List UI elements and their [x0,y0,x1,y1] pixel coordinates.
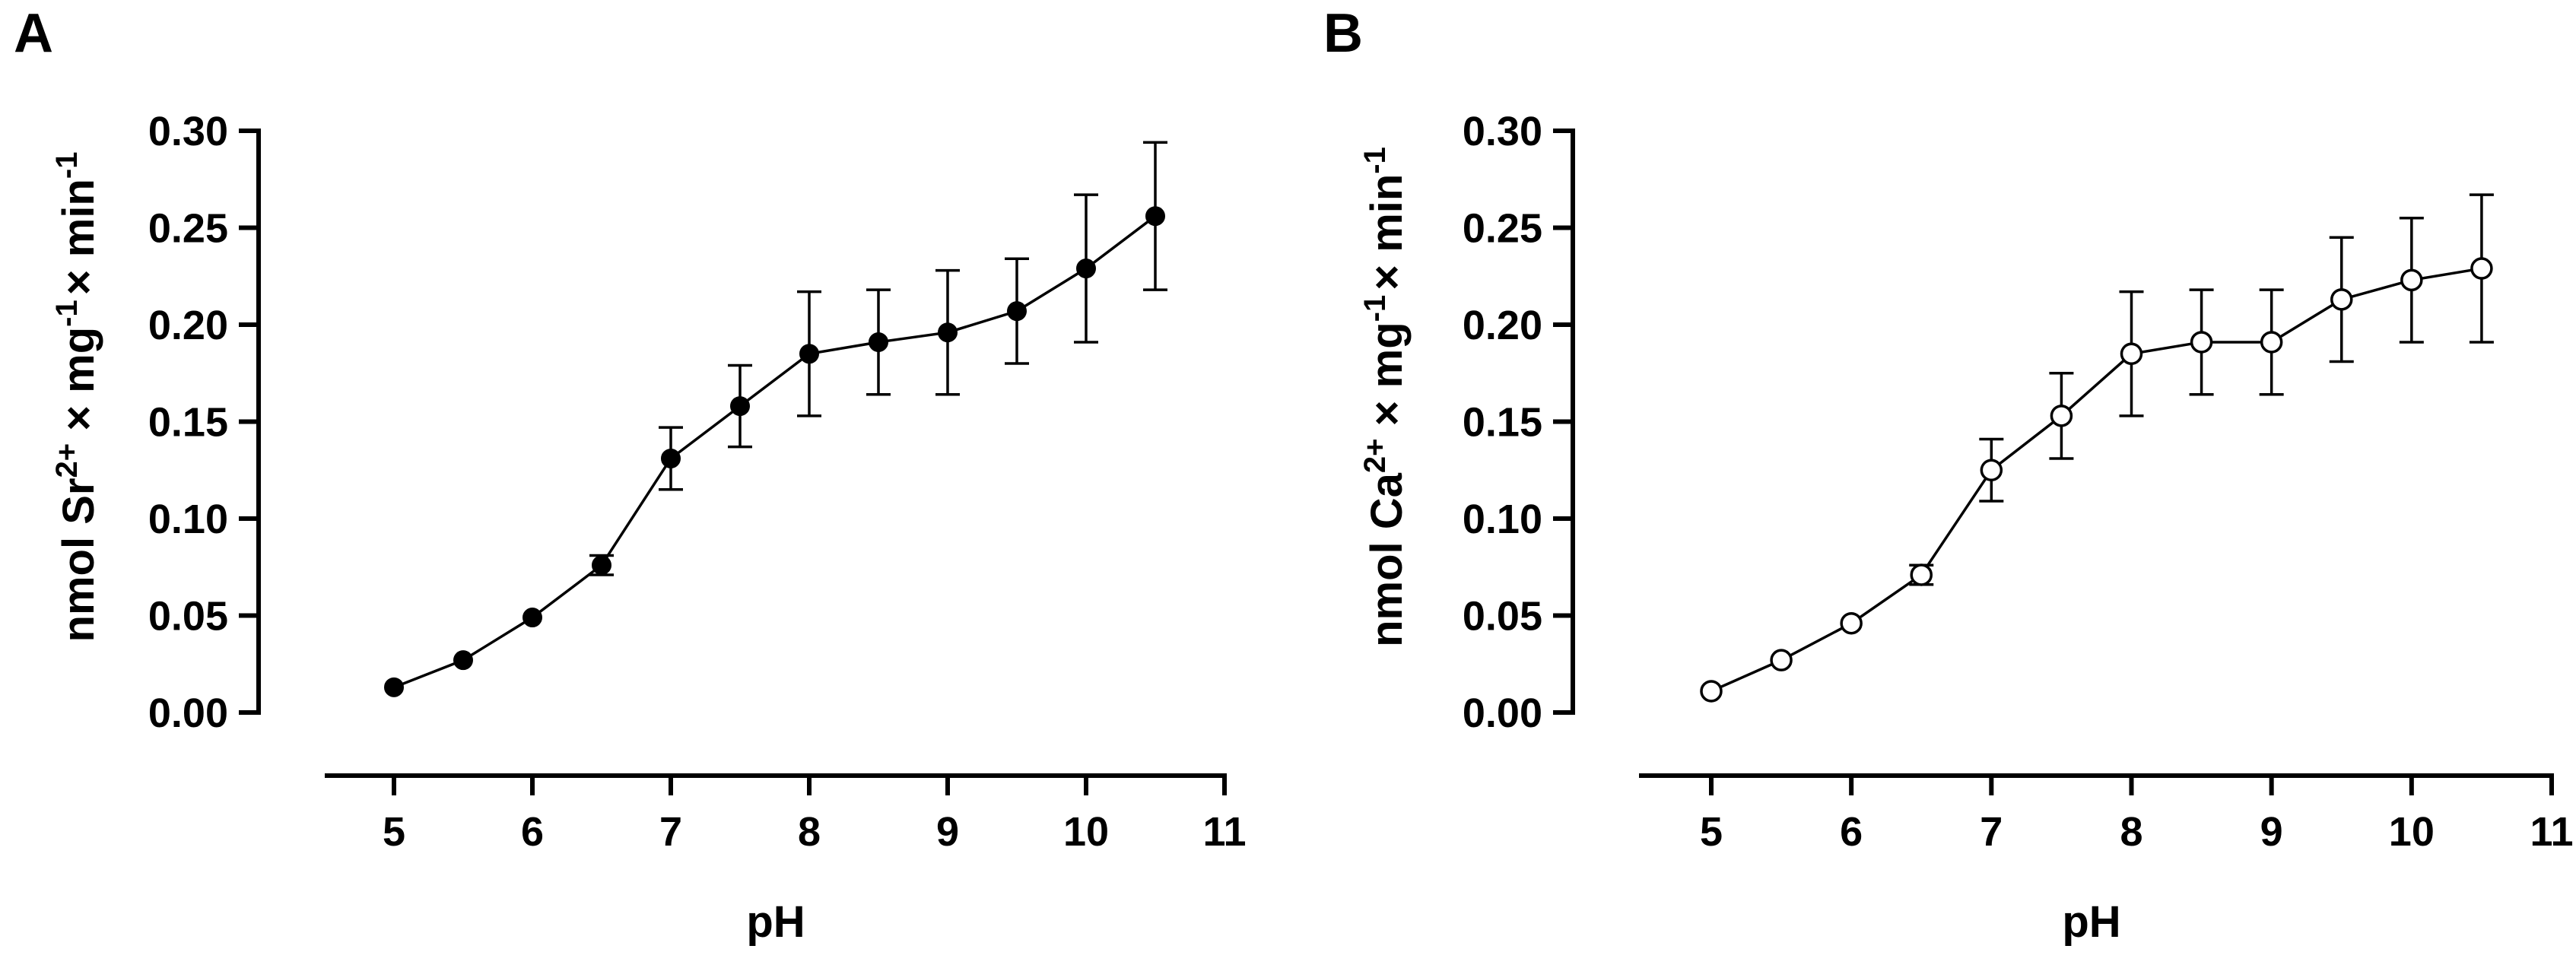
panel-a-x-tick-label: 11 [1202,809,1246,855]
panel-b-data-point [2470,257,2493,280]
panel-b-y-tick-label: 0.00 [1463,690,1542,736]
y-title-exp1: -1 [1358,295,1392,322]
y-title-exp2: -1 [1358,147,1392,174]
panel-b-data-point [2120,342,2143,365]
panel-b: B nmol Ca2+ × mg-1× min-1 pH 0.000.050.1… [1323,3,2574,947]
panel-a-x-tick-label: 6 [521,809,544,855]
y-title-ion-charge: 2+ [1358,438,1392,473]
panel-a-y-tick-label: 0.05 [148,594,228,640]
panel-a-y-tick-label: 0.15 [148,400,228,446]
panel-b-x-tick-label: 10 [2389,809,2435,855]
panel-a-y-tick-label: 0.30 [148,109,228,154]
panel-b-letter: B [1323,3,1363,64]
y-title-ion-charge: 2+ [50,443,84,478]
panel-a-data-point [1076,259,1096,279]
panel-b-x-tick-label: 9 [2260,809,2283,855]
panel-a-y-tick-label: 0.20 [148,303,228,348]
panel-b-y-tick-label: 0.15 [1463,400,1542,446]
y-title-prefix: nmol Ca [1362,472,1412,647]
panel-a-data-point [799,344,819,364]
panel-b-data-point [1980,459,2003,481]
panel-b-y-tick-label: 0.25 [1463,206,1542,252]
panel-a-data-point [523,608,542,628]
panel-a-data-point [869,332,888,352]
panel-b-data-point [1770,649,1793,671]
panel-a-data-point [592,555,611,576]
panel-b-y-tick-label: 0.05 [1463,594,1542,640]
panel-a-letter: A [14,3,53,64]
panel-b-data-point [1840,611,1863,635]
panel-a-x-tick-label: 5 [383,809,405,855]
panel-a-y-tick-label: 0.00 [148,690,228,736]
panel-b-series-line [1710,267,2482,693]
panel-b-x-tick-label: 8 [2120,809,2142,855]
panel-b-data-point [2190,331,2213,354]
y-title-mid: × mg [1362,322,1412,438]
panel-a-x-axis-title: pH [746,897,805,947]
panel-a-y-axis-title: nmol Sr2+ × mg-1× min-1 [50,152,103,643]
panel-a-y-tick-label: 0.10 [148,497,228,542]
panel-a-x-tick-label: 8 [798,809,821,855]
panel-a-data-point [938,322,958,343]
panel-b-y-tick-label: 0.30 [1463,109,1542,154]
panel-a-x-tick-label: 7 [659,809,682,855]
panel-a-data-point [1145,206,1165,227]
panel-b-data-point [1700,680,1723,703]
y-title-end: × min [54,179,103,295]
panel-a-x-tick-label: 10 [1063,809,1109,855]
panel-b-x-tick-label: 5 [1700,809,1723,855]
panel-a-data-point [661,448,681,468]
panel-a-y-tick-label: 0.25 [148,206,228,252]
panel-a-data-point [384,677,404,697]
y-title-exp2: -1 [50,152,84,179]
panel-b-x-tick-label: 11 [2530,809,2573,855]
panel-b-data-point [2260,331,2283,354]
panel-a-x-tick-label: 9 [936,809,959,855]
panel-b-data-point [2330,288,2353,311]
panel-b-data-point [2400,268,2423,292]
panel-a-data-point [730,396,750,417]
panel-a-data-point [453,650,473,671]
panel-b-y-tick-label: 0.20 [1463,303,1542,348]
panel-a-series-line [393,214,1157,689]
panel-b-x-tick-label: 7 [1980,809,2003,855]
panel-b-data-point [2050,405,2073,427]
y-title-prefix: nmol Sr [54,478,103,643]
panel-b-y-tick-label: 0.10 [1463,497,1542,542]
panel-a-data-point [1007,301,1027,322]
y-title-mid: × mg [54,327,103,443]
panel-b-data-point [1910,563,1933,586]
panel-b-x-tick-label: 6 [1840,809,1863,855]
y-title-end: × min [1362,174,1412,290]
y-title-exp1: -1 [50,300,84,327]
panel-a: A nmol Sr2+ × mg-1× min-1 pH 0.000.050.1… [14,3,1247,947]
panel-b-x-axis-title: pH [2062,897,2120,947]
panel-b-y-axis-title: nmol Ca2+ × mg-1× min-1 [1358,147,1412,647]
